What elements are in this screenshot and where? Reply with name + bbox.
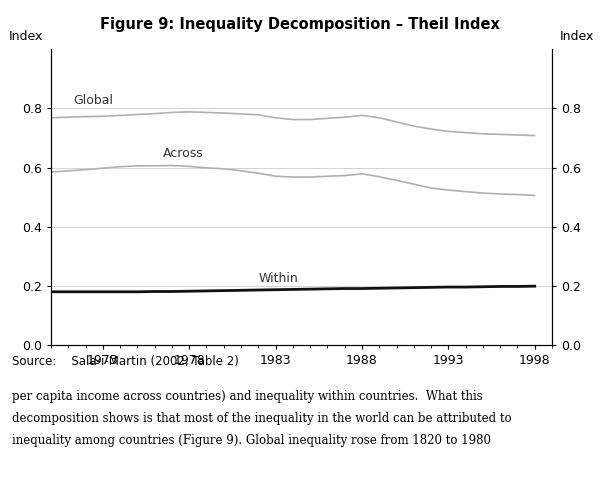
Text: Source:    Sala-i-Martin (2002, Table 2): Source: Sala-i-Martin (2002, Table 2)	[12, 355, 239, 368]
Text: Index: Index	[8, 30, 43, 43]
Text: Global: Global	[73, 95, 113, 107]
Text: Across: Across	[163, 147, 204, 160]
Text: per capita income across countries) and inequality within countries.  What this: per capita income across countries) and …	[12, 390, 483, 403]
Text: Index: Index	[560, 30, 595, 43]
Text: Figure 9: Inequality Decomposition – Theil Index: Figure 9: Inequality Decomposition – The…	[100, 17, 500, 32]
Text: Within: Within	[259, 272, 298, 285]
Text: decomposition shows is that most of the inequality in the world can be attribute: decomposition shows is that most of the …	[12, 412, 512, 425]
Text: inequality among countries (Figure 9). Global inequality rose from 1820 to 1980: inequality among countries (Figure 9). G…	[12, 434, 491, 447]
